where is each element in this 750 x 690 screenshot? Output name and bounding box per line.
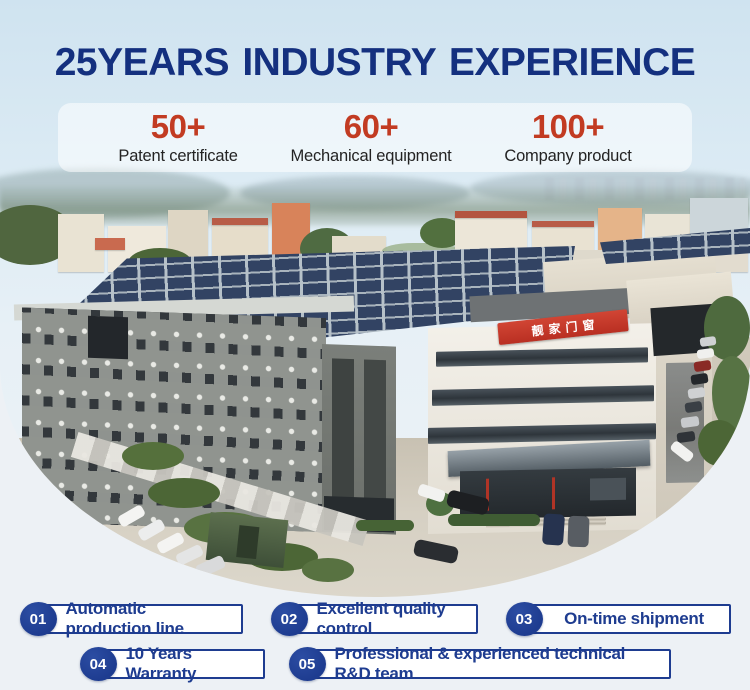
town-roof [95,238,125,250]
stat-label: Patent certificate [118,147,238,166]
stat-label: Company product [504,147,632,166]
feature-badge-2: 02 Excellent quality control [270,599,478,638]
trees-right [712,356,750,430]
feature-row-1: 01 Automatic production line 02 Excellen… [19,599,731,638]
feature-label: Automatic production line [39,599,243,638]
feature-number: 01 [19,602,57,636]
planter [448,514,540,526]
stat-label: Mechanical equipment [290,147,452,166]
bushes [302,558,354,582]
town-roof [455,211,527,218]
feature-label: 10 Years Warranty [99,644,265,683]
feature-badge-4: 04 10 Years Warranty [79,644,265,683]
car-blue [541,513,566,546]
stats-card: 50+ Patent certificate 60+ Mechanical eq… [58,103,692,172]
stat-value: 50+ [150,108,206,146]
feature-number: 05 [288,647,326,681]
town-roof [212,218,268,225]
stat-value: 100+ [531,108,605,146]
feature-label: Excellent quality control [290,599,478,638]
town-roof [532,221,594,227]
feature-badge-3: 03 On-time shipment [505,602,731,636]
stat-products: 100+ Company product [504,110,631,165]
stat-value: 60+ [343,108,399,146]
stat-equipment: 60+ Mechanical equipment [290,110,451,165]
feature-badges: 01 Automatic production line 02 Excellen… [0,599,750,683]
feature-label: Professional & experienced technical R&D… [308,644,671,683]
car-grey [567,515,590,548]
page-title: 25YEARS INDUSTRY EXPERIENCE [54,41,696,84]
planter [356,520,414,531]
factory-aerial-photo: 靓家门窗 [0,0,750,597]
bushes [148,478,220,508]
feature-number: 04 [79,647,117,681]
feature-badge-1: 01 Automatic production line [19,599,243,638]
trees-right [698,420,740,466]
stat-patents: 50+ Patent certificate [118,110,237,165]
bushes [122,442,184,470]
feature-number: 02 [270,602,308,636]
alley-shadow [88,315,128,360]
feature-row-2: 04 10 Years Warranty 05 Professional & e… [79,644,671,683]
feature-label: On-time shipment [525,604,731,634]
feature-number: 03 [505,602,543,636]
feature-badge-5: 05 Professional & experienced technical … [288,644,671,683]
